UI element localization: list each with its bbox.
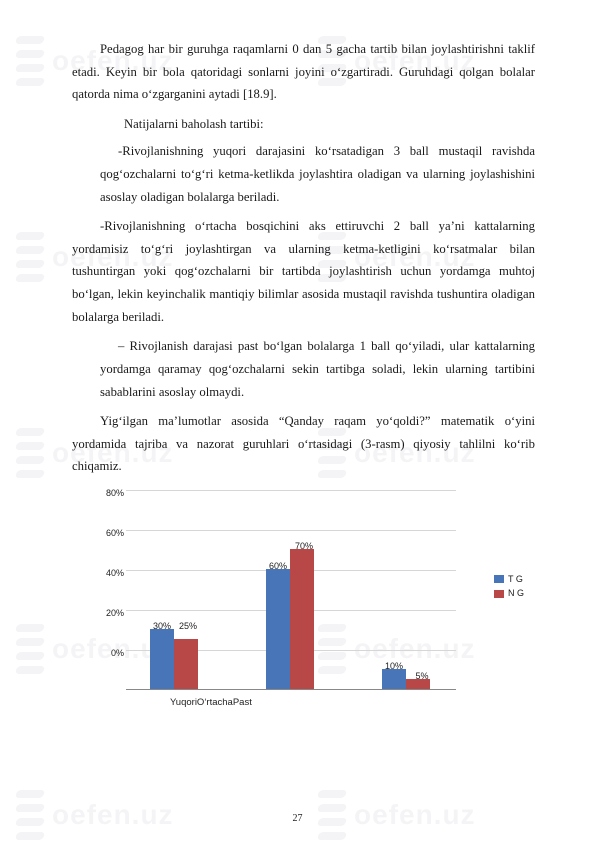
plot-area: 30% 25% 60% 70% 10% 5%: [126, 490, 456, 690]
bar-ortacha-tg: [266, 569, 290, 689]
value-label: 10%: [380, 658, 408, 674]
bar-yuqori-tg: [150, 629, 174, 689]
y-tick-40: 40%: [94, 565, 124, 581]
y-tick-60: 60%: [94, 525, 124, 541]
document-content: Pedagog har bir guruhga raqamlarni 0 dan…: [0, 0, 595, 734]
bar-ortacha-ng: [290, 549, 314, 689]
gridline: [126, 490, 456, 491]
y-tick-0: 0%: [94, 645, 124, 661]
paragraph-4: – Rivojlanish darajasi past bo‘lgan bola…: [100, 335, 535, 403]
value-label: 5%: [408, 668, 436, 684]
paragraph-1: Pedagog har bir guruhga raqamlarni 0 dan…: [72, 38, 535, 106]
value-label: 25%: [174, 618, 202, 634]
subheading: Natijalarni baholash tartibi:: [124, 113, 535, 136]
legend-swatch-tg: [494, 575, 504, 583]
legend-item-tg: T G: [494, 572, 524, 586]
y-tick-20: 20%: [94, 605, 124, 621]
legend-item-ng: N G: [494, 586, 524, 600]
y-tick-80: 80%: [94, 485, 124, 501]
paragraph-3: -Rivojlanishning o‘rtacha bosqichini aks…: [72, 215, 535, 328]
page-number: 27: [0, 813, 595, 824]
paragraph-2: -Rivojlanishning yuqori darajasini ko‘rs…: [100, 140, 535, 208]
legend-label-tg: T G: [508, 572, 523, 586]
chart-legend: T G N G: [494, 572, 524, 601]
bar-yuqori-ng: [174, 639, 198, 689]
value-label: 60%: [264, 558, 292, 574]
value-label: 30%: [148, 618, 176, 634]
legend-swatch-ng: [494, 590, 504, 598]
value-label: 70%: [290, 538, 318, 554]
comparison-bar-chart: 80% 60% 40% 20% 0% 30% 25% 60% 70% 10% 5…: [80, 490, 520, 714]
paragraph-5: Yig‘ilgan ma’lumotlar asosida “Qanday ra…: [72, 410, 535, 478]
x-axis-label: YuqoriO‘rtachaPast: [170, 695, 252, 712]
legend-label-ng: N G: [508, 586, 524, 600]
gridline: [126, 530, 456, 531]
